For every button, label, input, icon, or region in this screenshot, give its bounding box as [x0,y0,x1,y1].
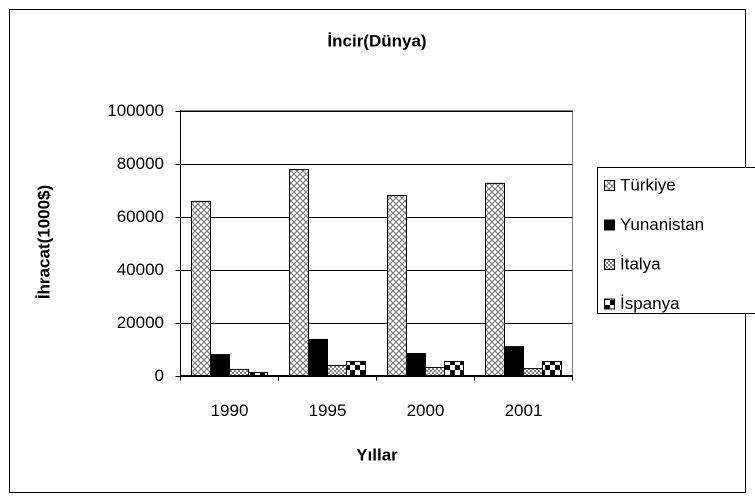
x-tick-label: 1995 [309,401,347,420]
bar [542,360,562,376]
y-axis-label: İhracat(1000$) [34,185,53,299]
bar [444,360,464,376]
bar [308,338,328,376]
legend-swatch [604,180,615,191]
bar [485,182,505,376]
y-tick-label: 40000 [117,260,164,279]
legend-swatch [604,298,615,310]
x-tick-label: 1990 [211,401,249,420]
legend-swatch [604,219,615,231]
plot-area [180,110,573,376]
legend-label: Yunanistan [620,215,704,234]
x-axis-label: Yıllar [356,445,398,464]
legend-label: İspanya [620,294,680,313]
bar [346,360,366,376]
legend-box [597,167,755,314]
bar [504,346,524,376]
y-tick-label: 60000 [117,207,164,226]
bar [327,364,347,376]
chart-title: İncir(Dünya) [327,31,426,50]
x-tick-label: 2000 [407,401,445,420]
x-tick-label: 2001 [505,401,543,420]
bar [425,367,445,376]
bar [210,354,230,377]
y-tick-label: 0 [155,366,164,385]
y-tick-label: 100000 [107,101,164,120]
legend-label: İtalya [620,254,661,273]
bar [229,368,249,376]
legend-label: Türkiye [620,175,676,194]
y-tick-label: 20000 [117,313,164,332]
bar [406,353,426,377]
bar [387,195,407,376]
bar [523,368,543,376]
y-tick-label: 80000 [117,154,164,173]
bar [289,169,309,376]
legend-swatch [604,259,615,270]
bar [191,200,211,376]
